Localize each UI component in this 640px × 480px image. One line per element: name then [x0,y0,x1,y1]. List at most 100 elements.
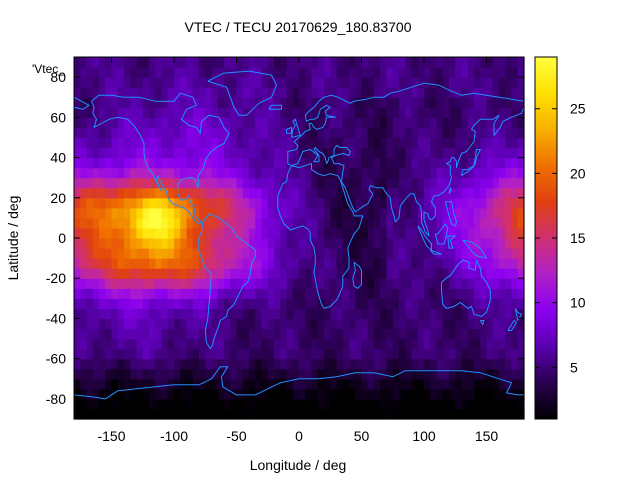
heatmap-cell [217,177,225,189]
heatmap-cell [74,217,81,229]
heatmap-cell [161,348,169,360]
heatmap-cell [174,308,181,320]
heatmap-cell [74,268,81,279]
heatmap-cell [130,278,138,289]
heatmap-cell [411,278,419,289]
heatmap-cell [192,288,200,299]
heatmap-cell [486,57,494,68]
heatmap-cell [280,348,288,360]
heatmap-cell [430,258,438,269]
heatmap-cell [342,368,350,380]
heatmap-cell [249,258,256,269]
heatmap-cell [355,87,363,98]
heatmap-cell [499,398,506,410]
heatmap-cell [342,117,350,128]
heatmap-cell [186,167,194,179]
heatmap-cell [117,348,125,360]
heatmap-cell [236,227,244,239]
heatmap-cell [274,127,281,139]
heatmap-cell [449,67,456,78]
heatmap-cell [292,127,300,139]
heatmap-cell [286,227,294,239]
heatmap-cell [374,117,381,128]
heatmap-cell [442,408,450,420]
heatmap-cell [499,338,506,350]
heatmap-cell [186,248,194,259]
heatmap-cell [130,177,138,189]
heatmap-cell [386,288,394,299]
heatmap-cell [311,107,319,118]
heatmap-cell [111,137,119,149]
heatmap-cell [367,57,375,68]
heatmap-cell [374,67,381,78]
heatmap-cell [274,398,281,410]
heatmap-cell [124,408,131,420]
heatmap-cell [261,187,269,199]
heatmap-cell [367,197,375,209]
heatmap-cell [436,308,444,320]
heatmap-cell [161,248,169,259]
heatmap-cell [161,197,169,209]
heatmap-cell [130,157,138,169]
heatmap-cell [167,328,175,340]
heatmap-cell [474,137,481,149]
heatmap-cell [317,268,325,279]
heatmap-cell [336,358,344,370]
heatmap-cell [230,348,238,360]
heatmap-cell [336,207,344,219]
heatmap-cell [230,187,238,199]
heatmap-cell [286,147,294,159]
heatmap-cell [155,57,163,68]
heatmap-cell [330,278,338,289]
heatmap-cell [492,408,500,420]
heatmap-cell [336,318,344,330]
heatmap-cell [117,147,125,159]
heatmap-cell [486,268,494,279]
heatmap-cell [430,167,438,179]
heatmap-cell [230,157,238,169]
heatmap-cell [280,288,288,299]
heatmap-cell [242,217,250,229]
heatmap-cell [192,238,200,249]
heatmap-cell [74,117,81,128]
heatmap-cell [192,258,200,269]
heatmap-cell [80,77,88,88]
heatmap-cell [336,378,344,390]
heatmap-cell [486,127,494,139]
heatmap-cell [230,358,238,370]
heatmap-cell [436,258,444,269]
heatmap-cell [205,338,213,350]
heatmap-cell [305,348,313,360]
heatmap-cell [342,358,350,370]
heatmap-cell [467,268,475,279]
heatmap-cell [205,87,213,98]
heatmap-cell [505,328,513,340]
heatmap-cell [192,378,200,390]
heatmap-cell [161,177,169,189]
heatmap-cell [424,217,431,229]
heatmap-cell [86,398,94,410]
heatmap-cell [267,177,275,189]
heatmap-cell [436,57,444,68]
heatmap-cell [430,298,438,309]
heatmap-cell [192,197,200,209]
heatmap-cell [230,97,238,108]
heatmap-cell [499,127,506,139]
coastline [268,104,282,110]
heatmap-cell [380,288,388,299]
heatmap-cell [174,167,181,179]
heatmap-cell [324,197,331,209]
heatmap-cell [367,338,375,350]
heatmap-cell [136,87,144,98]
heatmap-cell [224,348,231,360]
heatmap-cell [455,207,463,219]
heatmap-cell [80,308,88,320]
heatmap-cell [174,157,181,169]
heatmap-cell [436,217,444,229]
heatmap-cell [105,227,113,239]
heatmap-cell [255,127,263,139]
heatmap-cell [192,167,200,179]
heatmap-cell [305,238,313,249]
heatmap-cell [124,238,131,249]
heatmap-cell [336,187,344,199]
